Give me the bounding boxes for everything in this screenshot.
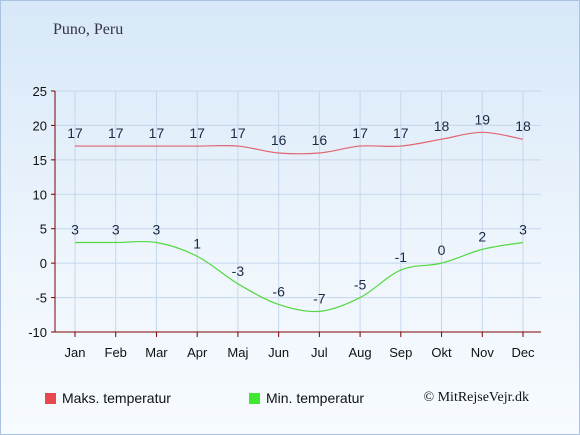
legend-label-min: Min. temperatur <box>266 390 365 406</box>
legend: Maks. temperatur Min. temperatur <box>45 390 545 408</box>
data-label-min: 1 <box>193 235 201 251</box>
data-label-min: -5 <box>354 277 367 293</box>
data-label-max: 17 <box>67 125 83 141</box>
data-label-max: 17 <box>352 125 368 141</box>
data-label-max: 16 <box>271 132 287 148</box>
legend-item-max: Maks. temperatur <box>45 390 171 406</box>
y-tick-label: 5 <box>40 222 47 237</box>
data-label-max: 17 <box>149 125 165 141</box>
data-label-max: 16 <box>312 132 328 148</box>
data-label-max: 18 <box>434 118 450 134</box>
legend-item-min: Min. temperatur <box>249 390 364 406</box>
data-label-max: 19 <box>474 111 490 127</box>
x-tick-label: Apr <box>187 345 208 360</box>
series-line-max <box>75 131 524 155</box>
y-tick-label: 15 <box>33 153 47 168</box>
data-label-min: 3 <box>71 221 79 237</box>
data-label-max: 17 <box>230 125 246 141</box>
data-label-max: 17 <box>108 125 124 141</box>
x-tick-label: Jul <box>311 345 328 360</box>
y-tick-label: 10 <box>33 187 47 202</box>
y-tick-label: -5 <box>35 291 47 306</box>
data-label-max: 17 <box>393 125 409 141</box>
location-title: Puno, Peru <box>53 21 124 38</box>
series-line-min <box>74 240 524 313</box>
x-tick-label: Maj <box>227 345 248 360</box>
y-tick-label: 20 <box>33 118 47 133</box>
x-tick-label: Okt <box>431 345 452 360</box>
data-label-min: 3 <box>519 221 527 237</box>
data-label-min: -1 <box>395 249 408 265</box>
data-label-min: -6 <box>272 283 285 299</box>
data-label-min: 0 <box>438 242 446 258</box>
x-tick-label: Aug <box>349 345 372 360</box>
data-label-min: 2 <box>478 228 486 244</box>
data-label-min: -7 <box>313 290 326 306</box>
legend-label-max: Maks. temperatur <box>62 390 171 406</box>
x-tick-label: Jan <box>65 345 86 360</box>
y-tick-label: -10 <box>28 325 47 340</box>
data-label-min: -3 <box>232 263 245 279</box>
x-tick-label: Jun <box>268 345 289 360</box>
copyright-credit: © MitRejseVejr.dk <box>423 390 529 405</box>
x-tick-label: Sep <box>389 345 412 360</box>
y-tick-label: 25 <box>33 84 47 99</box>
x-tick-label: Dec <box>511 345 535 360</box>
legend-swatch-max <box>45 392 56 404</box>
data-label-min: 3 <box>153 221 161 237</box>
x-tick-label: Feb <box>105 345 127 360</box>
legend-swatch-min <box>249 392 260 404</box>
y-tick-label: 0 <box>40 256 47 271</box>
x-tick-label: Mar <box>145 345 168 360</box>
data-label-max: 18 <box>515 118 531 134</box>
data-label-max: 17 <box>189 125 205 141</box>
data-label-min: 3 <box>112 221 120 237</box>
x-tick-label: Nov <box>471 345 495 360</box>
